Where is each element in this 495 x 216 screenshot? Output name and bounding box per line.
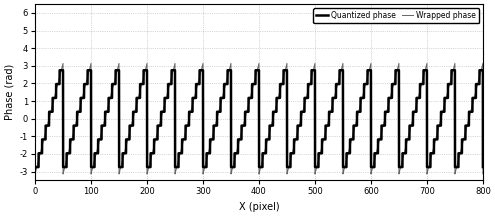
X-axis label: X (pixel): X (pixel) <box>239 202 279 212</box>
Legend: Quantized phase, Wrapped phase: Quantized phase, Wrapped phase <box>313 8 479 23</box>
Y-axis label: Phase (rad): Phase (rad) <box>4 64 14 120</box>
